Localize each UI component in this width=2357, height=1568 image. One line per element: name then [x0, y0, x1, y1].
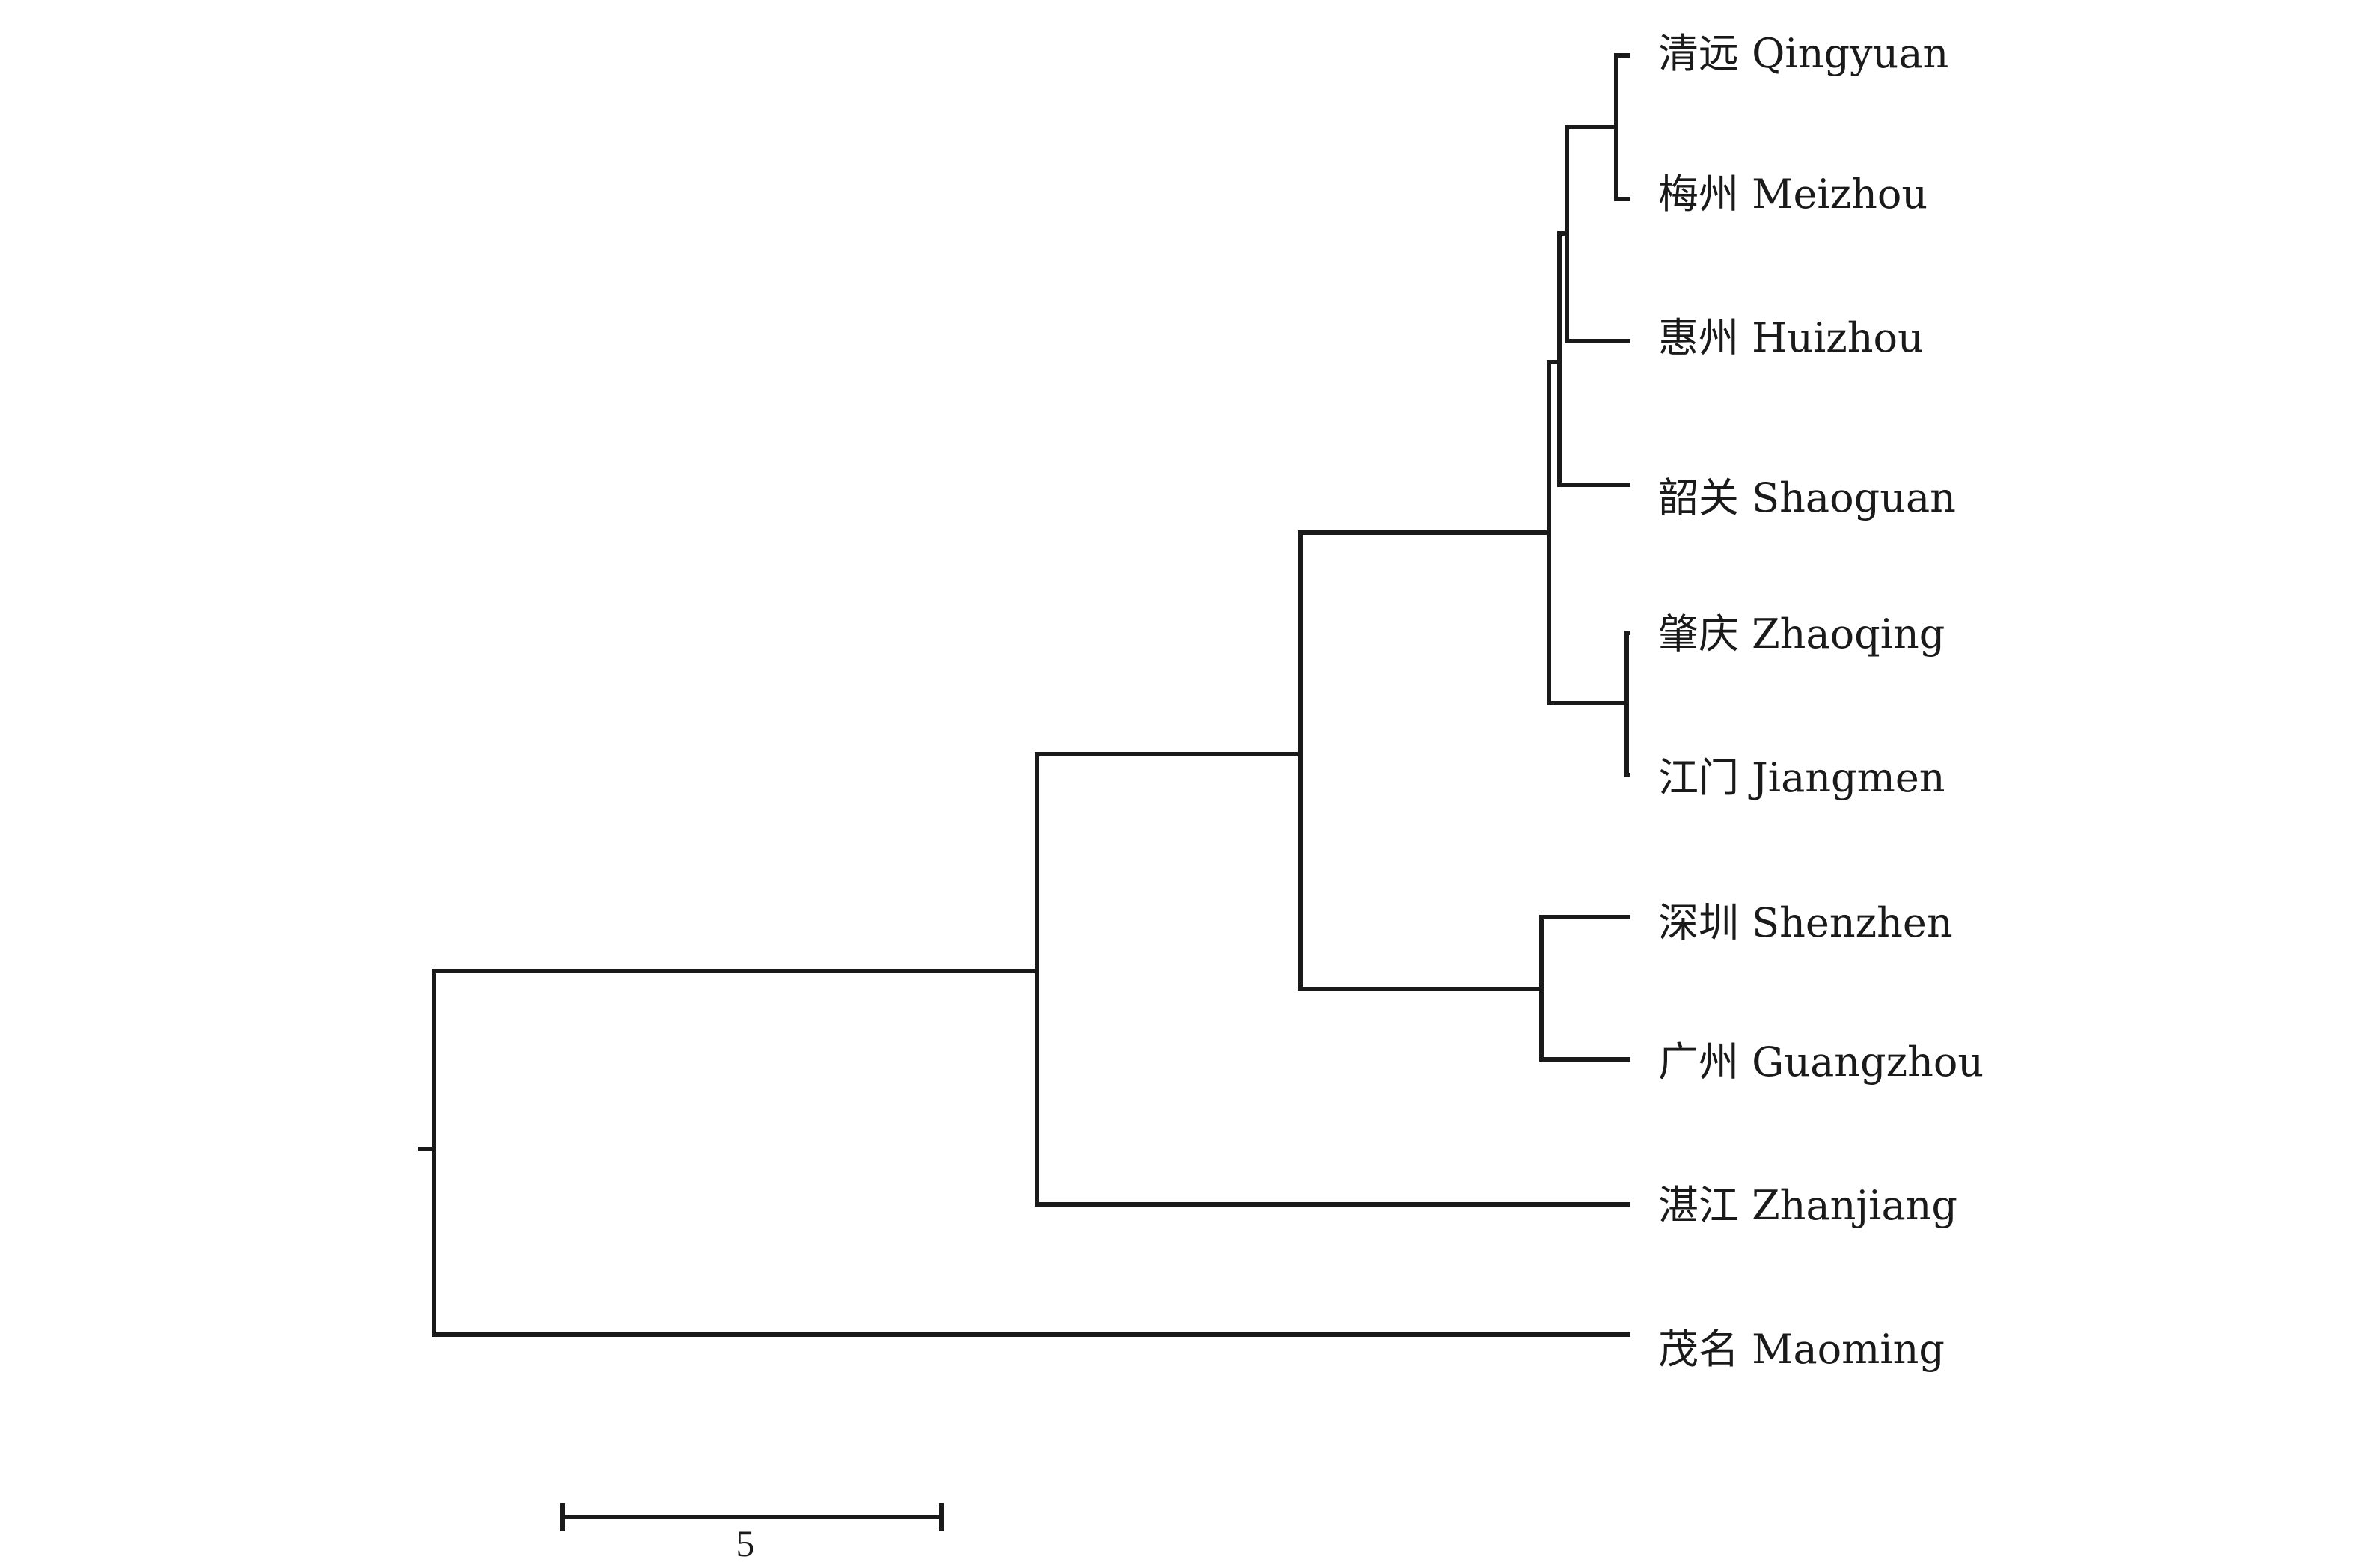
- leaf-label-qingyuan: 清远 Qingyuan: [1658, 30, 1948, 77]
- scale-bar-label: 5: [736, 1522, 755, 1564]
- leaf-label-shaoguan: 韶关 Shaoguan: [1658, 474, 1956, 521]
- leaf-label-shenzhen: 深圳 Shenzhen: [1658, 899, 1953, 946]
- scale-bar: 5: [560, 1503, 944, 1564]
- branch-root: [418, 969, 1630, 1337]
- branch-node-qingyuan-meizhou: [1614, 53, 1630, 201]
- branch-node-a: [1035, 752, 1630, 1207]
- leaf-label-maoming: 茂名 Maoming: [1658, 1326, 1945, 1373]
- leaf-label-guangzhou: 广州 Guangzhou: [1658, 1038, 1984, 1085]
- leaf-labels: 清远 Qingyuan 梅州 Meizhou 惠州 Huizhou 韶关 Sha…: [1658, 30, 1984, 1373]
- tree-branches: [418, 53, 1630, 1337]
- scale-bar-line: [560, 1503, 944, 1531]
- leaf-label-zhaoqing: 肇庆 Zhaoqing: [1658, 610, 1945, 658]
- branch-node-b: [1298, 530, 1551, 991]
- leaf-label-meizhou: 梅州 Meizhou: [1658, 171, 1928, 218]
- branch-node-e: [1565, 125, 1630, 343]
- leaf-label-jiangmen: 江门 Jiangmen: [1658, 754, 1945, 801]
- branch-node-d: [1557, 231, 1630, 487]
- branch-node-zhaoqing-jiangmen: [1624, 631, 1630, 777]
- branch-node-shenzhen-guangzhou: [1539, 915, 1630, 1062]
- leaf-label-huizhou: 惠州 Huizhou: [1658, 314, 1924, 361]
- leaf-label-zhanjiang: 湛江 Zhanjiang: [1658, 1182, 1957, 1229]
